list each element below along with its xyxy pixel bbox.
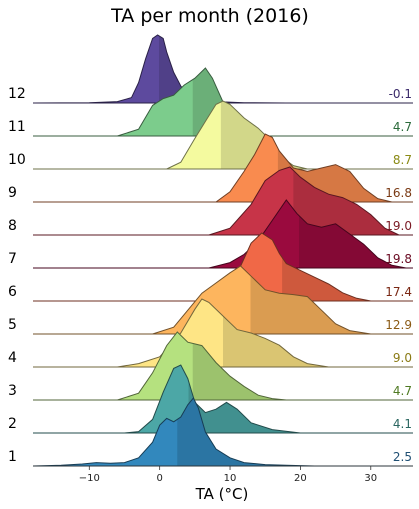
x-tick-label: 20 xyxy=(294,473,307,484)
ridge-outline-2 xyxy=(33,364,413,434)
month-label-5: 5 xyxy=(8,317,17,333)
ridge-outline-4 xyxy=(33,298,413,368)
ridge-outline-3 xyxy=(33,331,413,401)
ridge-outline-7 xyxy=(33,199,413,269)
x-tick-label: 10 xyxy=(224,473,237,484)
mean-label-9: 16.8 xyxy=(385,186,412,200)
x-axis-label: TA (°C) xyxy=(195,485,249,503)
mean-label-7: 19.8 xyxy=(385,252,412,266)
ridge-month-4: 4 9.0 xyxy=(8,298,413,368)
ridge-area-12 xyxy=(33,35,413,103)
ridge-month-8: 8 19.0 xyxy=(8,166,413,236)
ridge-month-2: 2 4.1 xyxy=(8,364,413,434)
ridge-above-mean-12 xyxy=(158,35,413,103)
ridge-outline-8 xyxy=(33,166,413,236)
mean-label-5: 12.9 xyxy=(385,318,412,332)
month-label-12: 12 xyxy=(8,86,26,102)
mean-label-8: 19.0 xyxy=(385,219,412,233)
ridge-above-mean-7 xyxy=(299,215,413,268)
ridge-outline-5 xyxy=(33,265,413,335)
ridge-above-mean-8 xyxy=(293,170,413,235)
ridge-above-mean-3 xyxy=(192,343,413,400)
ridge-outline-1 xyxy=(32,397,413,467)
month-label-11: 11 xyxy=(8,119,26,135)
ridge-outline-12 xyxy=(32,34,413,104)
ridge-above-mean-4 xyxy=(223,316,413,367)
month-label-7: 7 xyxy=(8,251,17,267)
month-label-1: 1 xyxy=(8,449,17,465)
x-tick-label: −10 xyxy=(79,473,100,484)
mean-label-6: 17.4 xyxy=(385,285,412,299)
mean-label-12: -0.1 xyxy=(389,87,412,101)
ridge-above-mean-5 xyxy=(250,275,413,334)
ridges: 12 -0.111 4.710 8.79 16.88 19.07 19.86 17.45 12.… xyxy=(8,34,413,467)
ridge-above-mean-1 xyxy=(177,398,413,466)
x-tick-label: 0 xyxy=(156,473,162,484)
month-label-3: 3 xyxy=(8,383,17,399)
month-label-6: 6 xyxy=(8,284,17,300)
ridge-month-7: 7 19.8 xyxy=(8,199,413,269)
mean-label-11: 4.7 xyxy=(393,120,412,134)
ridge-month-1: 1 2.5 xyxy=(8,397,413,467)
ridge-month-5: 5 12.9 xyxy=(8,265,413,335)
ridge-outline-9 xyxy=(33,133,413,203)
ridge-above-mean-6 xyxy=(282,257,413,301)
x-axis: −10 0 10 20 30 xyxy=(33,465,413,484)
mean-label-4: 9.0 xyxy=(393,351,412,365)
ridge-outline-10 xyxy=(33,100,413,170)
x-tick-label: 30 xyxy=(364,473,377,484)
month-label-8: 8 xyxy=(8,218,17,234)
ridge-above-mean-10 xyxy=(220,101,413,169)
month-label-2: 2 xyxy=(8,416,17,432)
mean-label-10: 8.7 xyxy=(393,153,412,167)
mean-label-2: 4.1 xyxy=(393,417,412,431)
ridge-above-mean-2 xyxy=(188,381,413,433)
ridge-month-3: 3 4.7 xyxy=(8,331,413,401)
month-label-9: 9 xyxy=(8,185,17,201)
chart-title: TA per month (2016) xyxy=(110,5,309,27)
month-label-4: 4 xyxy=(8,350,17,366)
mean-label-1: 2.5 xyxy=(393,450,412,464)
mean-label-3: 4.7 xyxy=(393,384,412,398)
month-label-10: 10 xyxy=(8,152,26,168)
